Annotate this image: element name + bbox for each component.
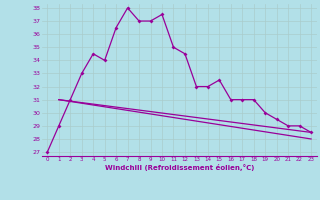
X-axis label: Windchill (Refroidissement éolien,°C): Windchill (Refroidissement éolien,°C): [105, 164, 254, 171]
